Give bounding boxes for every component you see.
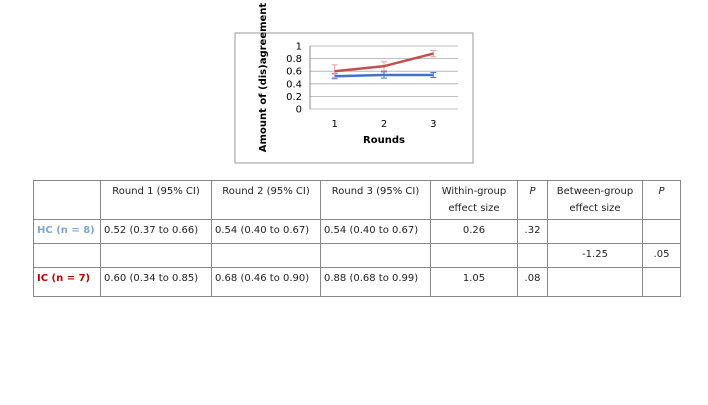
- table-cell: [33, 243, 101, 268]
- table-row: IC (n = 7) 0.60 (0.34 to 0.85) 0.68 (0.46 …: [33, 267, 681, 297]
- table-cell: .05: [642, 243, 681, 268]
- series-line: [334, 52, 434, 73]
- table-cell: 1.05: [430, 267, 518, 297]
- table-cell: [320, 243, 431, 268]
- table-cell: Round 2 (95% CI): [211, 180, 321, 220]
- table-cell: -1.25: [547, 243, 643, 268]
- table-cell: 0.26: [430, 219, 518, 244]
- y-tick-label: 0.8: [286, 54, 302, 65]
- y-tick-label: 0.2: [286, 92, 302, 103]
- table-cell: Round 3 (95% CI): [320, 180, 431, 220]
- table-cell: 0.68 (0.46 to 0.90): [211, 267, 321, 297]
- table-cell: .08: [517, 267, 548, 297]
- series-line: [334, 73, 434, 78]
- table-cell: [211, 243, 321, 268]
- table-cell: Round 1 (95% CI): [100, 180, 212, 220]
- table-cell: [547, 267, 643, 297]
- table-cell: 0.60 (0.34 to 0.85): [100, 267, 212, 297]
- table-cell: [547, 219, 643, 244]
- x-tick-label: 1: [331, 119, 337, 130]
- table-row: -1.25.05: [33, 243, 681, 268]
- table-cell: [517, 243, 548, 268]
- table-cell: Within-group effect size: [430, 180, 518, 220]
- y-tick-label: 0: [296, 105, 302, 116]
- x-tick-label: 2: [381, 119, 387, 130]
- table-cell: [642, 267, 681, 297]
- table-cell: HC (n = 8): [33, 219, 101, 244]
- table-row: Round 1 (95% CI) Round 2 (95% CI) Round 3 …: [33, 180, 681, 220]
- table-cell: Between-group effect size: [547, 180, 643, 220]
- table-row: HC (n = 8) 0.52 (0.37 to 0.66) 0.54 (0.40 …: [33, 219, 681, 244]
- table-cell: [430, 243, 518, 268]
- table-cell: [33, 180, 101, 220]
- table-cell: [100, 243, 212, 268]
- results-table: Round 1 (95% CI) Round 2 (95% CI) Round 3 …: [33, 180, 681, 297]
- table-cell: P: [517, 180, 548, 220]
- y-tick-label: 0.6: [286, 67, 302, 78]
- table-cell: .32: [517, 219, 548, 244]
- table-cell: 0.54 (0.40 to 0.67): [211, 219, 321, 244]
- x-tick-label: 3: [430, 119, 436, 130]
- table-cell: 0.52 (0.37 to 0.66): [100, 219, 212, 244]
- table-cell: P: [642, 180, 681, 220]
- table-cell: 0.54 (0.40 to 0.67): [320, 219, 431, 244]
- x-axis-title: Rounds: [363, 135, 405, 146]
- y-tick-label: 0.4: [286, 79, 302, 90]
- table-cell: IC (n = 7): [33, 267, 101, 297]
- table-cell: [642, 219, 681, 244]
- y-axis-title: Amount of (dis)agreement: [258, 3, 269, 153]
- chart-frame: [234, 32, 474, 164]
- y-tick-label: 1: [296, 42, 302, 53]
- table-cell: 0.88 (0.68 to 0.99): [320, 267, 431, 297]
